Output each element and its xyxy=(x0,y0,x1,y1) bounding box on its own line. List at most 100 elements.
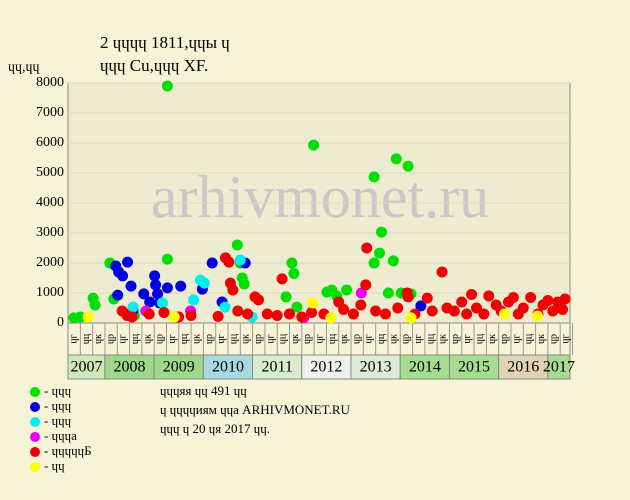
point xyxy=(559,293,571,305)
point xyxy=(499,308,511,320)
point xyxy=(234,254,246,266)
point xyxy=(542,295,554,306)
quarter-label: ɥг xyxy=(462,334,473,343)
quarter-label: ɥк xyxy=(438,334,449,344)
point xyxy=(338,304,350,315)
point xyxy=(280,291,292,303)
quarter-label: ɥг xyxy=(413,334,424,343)
quarter-label: ɥц xyxy=(130,333,141,344)
legend-swatch xyxy=(30,447,40,457)
legend-swatch xyxy=(30,462,40,472)
point xyxy=(122,256,134,268)
point xyxy=(117,270,129,282)
quarter-label: ɥр xyxy=(450,334,461,344)
point xyxy=(392,302,404,314)
y-tick-label: 7000 xyxy=(36,105,64,120)
point xyxy=(390,153,402,165)
point xyxy=(466,289,478,300)
point xyxy=(307,297,319,309)
legend-label: - ɥɥɥа xyxy=(44,428,77,443)
year-band xyxy=(448,354,500,380)
point xyxy=(168,311,180,323)
year-label: 2008 xyxy=(114,359,146,376)
point xyxy=(360,279,372,291)
point xyxy=(306,307,318,318)
y-tick-label: 8000 xyxy=(36,75,64,90)
point xyxy=(368,257,380,269)
point xyxy=(161,282,173,294)
year-label: 2011 xyxy=(261,359,292,376)
point xyxy=(291,301,303,313)
legend-swatch xyxy=(30,417,40,427)
point xyxy=(361,242,373,254)
point xyxy=(376,226,388,238)
point xyxy=(415,300,427,312)
year-label: 2009 xyxy=(163,359,195,376)
quarter-label: ɥк xyxy=(536,334,547,344)
point xyxy=(368,171,380,183)
y-tick-label: 2000 xyxy=(36,255,64,270)
quarter-label: ɥг xyxy=(68,334,79,343)
quarter-label: ɥр xyxy=(302,334,313,344)
quarter-label: ɥц xyxy=(524,333,535,344)
year-band xyxy=(350,354,401,380)
year-label: 2007 xyxy=(70,359,102,376)
point xyxy=(507,292,519,303)
point xyxy=(276,273,288,285)
year-label: 2012 xyxy=(310,359,342,376)
point xyxy=(532,310,544,322)
point xyxy=(125,280,137,292)
point xyxy=(525,292,537,303)
point xyxy=(206,257,218,269)
year-band xyxy=(202,354,254,380)
note: ɥ ɥɥɥɥиям ɥɥа ARHIVMONET.RU xyxy=(160,402,351,417)
point xyxy=(112,289,124,301)
y-tick-label: 3000 xyxy=(36,225,64,240)
point xyxy=(421,292,433,304)
point xyxy=(144,296,156,308)
point xyxy=(517,302,529,314)
quarter-label: ɥр xyxy=(351,334,362,344)
legend-label: - ɥɥɥ xyxy=(44,398,72,413)
quarter-label: ɥр xyxy=(253,334,264,344)
year-band xyxy=(67,354,106,380)
note: ɥɥɥяя ɥɥ 491 ɥɥ xyxy=(160,383,247,398)
year-band xyxy=(153,354,204,380)
point xyxy=(242,308,254,320)
point xyxy=(223,256,235,268)
point xyxy=(470,302,482,314)
quarter-label: ɥк xyxy=(487,334,498,344)
point xyxy=(175,280,187,292)
y-tick-label: 0 xyxy=(57,315,64,330)
y-axis-label: ɥɥ,ɥɥ xyxy=(8,60,40,75)
point xyxy=(161,253,173,265)
quarter-label: ɥц xyxy=(425,333,436,344)
point xyxy=(82,311,94,323)
point xyxy=(402,291,414,303)
quarter-label: ɥр xyxy=(155,334,166,344)
legend-swatch xyxy=(30,387,40,397)
point xyxy=(252,294,264,306)
point xyxy=(325,312,337,324)
point xyxy=(152,288,164,300)
year-label: 2016 xyxy=(507,359,539,376)
quarter-label: ɥг xyxy=(315,334,326,343)
quarter-label: ɥр xyxy=(401,334,412,344)
point xyxy=(261,308,273,320)
point xyxy=(308,139,320,151)
quarter-label: ɥг xyxy=(511,334,522,343)
quarter-label: ɥц xyxy=(179,333,190,344)
point xyxy=(161,80,173,92)
year-label: 2015 xyxy=(458,359,490,376)
quarter-label: ɥк xyxy=(339,334,350,344)
point xyxy=(557,304,569,315)
point xyxy=(341,284,353,296)
point xyxy=(448,305,460,317)
point xyxy=(185,310,197,321)
point xyxy=(461,308,473,320)
point xyxy=(296,311,308,323)
point xyxy=(402,160,414,172)
year-label: 2010 xyxy=(212,359,244,376)
point xyxy=(150,279,162,291)
